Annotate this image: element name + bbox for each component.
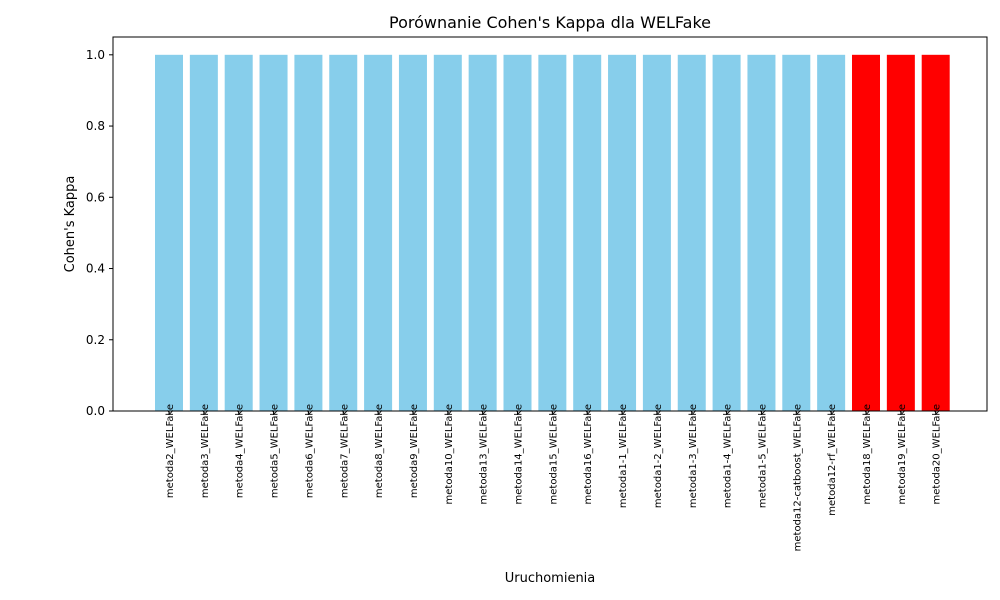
bar-metoda1-3_WELFake [677,54,706,412]
x-tick-label: metoda14_WELFake [514,404,525,504]
bar-metoda4_WELFake [224,54,253,412]
plot-frame [112,36,988,412]
x-tick-label: metoda4_WELFake [235,404,246,498]
x-tick-label: metoda18_WELFake [862,404,873,504]
x-tick-label: metoda1-2_WELFake [653,404,664,508]
bar-metoda10_WELFake [433,54,462,412]
x-tick-label: metoda3_WELFake [200,404,211,498]
y-axis-ticks: 0.0 0.2 0.4 0.6 0.8 1.0 [86,48,113,418]
bar-metoda1-4_WELFake [712,54,741,412]
bars-group [155,54,950,412]
y-tick-label: 0.8 [86,119,105,133]
bar-metoda16_WELFake [573,54,602,412]
x-tick-label: metoda9_WELFake [409,404,420,498]
x-tick-label: metoda12-catboost_WELFake [792,404,803,551]
x-axis-label: Uruchomienia [505,571,596,586]
x-tick-label: metoda5_WELFake [270,404,281,498]
bar-metoda12-rf_WELFake [817,54,846,412]
x-tick-label: metoda8_WELFake [374,404,385,498]
bar-metoda9_WELFake [398,54,427,412]
x-tick-label: metoda1-3_WELFake [688,404,699,508]
bar-metoda2_WELFake [155,54,183,412]
bar-metoda6_WELFake [294,54,323,412]
bar-metoda18_WELFake [852,54,880,412]
y-tick-label: 0.2 [86,333,105,347]
bar-metoda14_WELFake [503,54,532,412]
x-tick-label: metoda1-1_WELFake [618,404,629,508]
x-tick-label: metoda1-5_WELFake [757,404,768,508]
y-tick-label: 1.0 [86,48,105,62]
x-tick-label: metoda13_WELFake [479,404,490,504]
x-tick-label: metoda2_WELFake [165,404,176,498]
x-tick-label: metoda20_WELFake [932,404,943,504]
x-tick-label: metoda12-rf_WELFake [827,404,838,516]
bar-metoda3_WELFake [189,54,218,412]
chart-title: Porównanie Cohen's Kappa dla WELFake [389,13,711,32]
x-tick-label: metoda16_WELFake [583,404,594,504]
y-axis-label: Cohen's Kappa [63,176,78,273]
y-tick-label: 0.0 [86,404,105,418]
y-tick-label: 0.6 [86,190,105,204]
bar-metoda13_WELFake [468,54,497,412]
bar-metoda1-1_WELFake [608,54,637,412]
bar-metoda1-5_WELFake [747,54,776,412]
x-tick-label: metoda19_WELFake [897,404,908,504]
x-tick-label: metoda7_WELFake [339,404,350,498]
bar-metoda7_WELFake [329,54,358,412]
bar-metoda19_WELFake [886,54,915,412]
x-axis-ticks: metoda2_WELFake metoda3_WELFake metoda4_WE… [165,404,943,551]
bar-metoda1-2_WELFake [642,54,671,412]
bar-metoda15_WELFake [538,54,567,412]
x-tick-label: metoda10_WELFake [444,404,455,504]
bar-metoda12-catboost_WELFake [782,54,811,412]
bar-metoda20_WELFake [921,54,950,412]
x-tick-label: metoda1-4_WELFake [723,404,734,508]
x-tick-label: metoda6_WELFake [304,404,315,498]
bar-metoda8_WELFake [364,54,393,412]
x-tick-label: metoda15_WELFake [548,404,559,504]
y-tick-label: 0.4 [86,262,105,276]
bar-metoda5_WELFake [259,54,288,412]
